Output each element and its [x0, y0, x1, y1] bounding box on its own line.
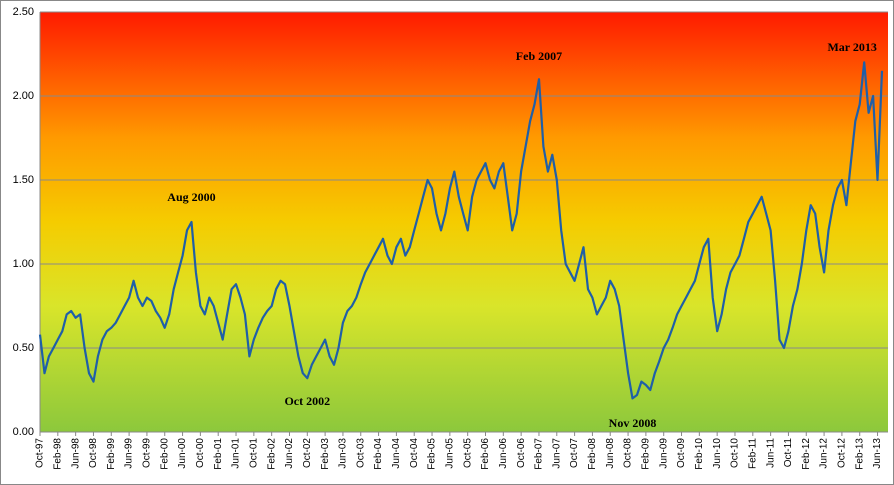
x-tick-label: Feb-01 [213, 438, 224, 470]
x-tick-label: Feb-03 [320, 438, 331, 470]
x-tick-label: Oct-04 [409, 438, 420, 468]
x-tick-label: Jun-03 [338, 438, 349, 469]
y-tick-label: 1.50 [13, 174, 34, 186]
x-tick-label: Oct-98 [88, 438, 99, 468]
x-tick-label: Feb-13 [854, 438, 865, 470]
x-tick-label: Oct-07 [569, 438, 580, 468]
y-tick-label: 2.50 [13, 6, 34, 18]
x-tick-label: Feb-06 [480, 438, 491, 470]
x-tick-label: Jun-02 [284, 438, 295, 469]
y-tick-label: 0.50 [13, 342, 34, 354]
x-tick-label: Jun-12 [819, 438, 830, 469]
x-tick-label: Feb-07 [534, 438, 545, 470]
x-tick-label: Oct-09 [676, 438, 687, 468]
x-tick-label: Feb-02 [266, 438, 277, 470]
x-tick-label: Feb-09 [641, 438, 652, 470]
plot-area [40, 12, 888, 432]
y-tick-label: 1.00 [13, 258, 34, 270]
annotation: Oct 2002 [284, 394, 330, 408]
x-tick-label: Oct-02 [302, 438, 313, 468]
x-tick-label: Oct-08 [623, 438, 634, 468]
x-tick-label: Jun-07 [551, 438, 562, 469]
annotation: Feb 2007 [516, 49, 562, 63]
x-tick-label: Jun-04 [391, 438, 402, 469]
x-tick-label: Feb-10 [694, 438, 705, 470]
x-tick-label: Feb-99 [106, 438, 117, 470]
x-tick-label: Oct-99 [142, 438, 153, 468]
x-tick-label: Feb-00 [159, 438, 170, 470]
x-tick-label: Jun-01 [231, 438, 242, 469]
x-tick-label: Jun-09 [658, 438, 669, 469]
x-tick-label: Oct-10 [730, 438, 741, 468]
x-tick-label: Jun-00 [177, 438, 188, 469]
x-tick-label: Oct-11 [783, 438, 794, 468]
x-tick-label: Feb-12 [801, 438, 812, 470]
y-tick-label: 2.00 [13, 90, 34, 102]
x-tick-label: Jun-05 [445, 438, 456, 469]
x-tick-label: Oct-03 [355, 438, 366, 468]
x-tick-label: Feb-11 [747, 438, 758, 469]
x-tick-label: Feb-04 [373, 438, 384, 470]
annotation: Mar 2013 [827, 40, 876, 54]
series-line [38, 61, 884, 400]
x-tick-label: Oct-01 [248, 438, 259, 468]
x-tick-label: Jun-13 [872, 438, 883, 469]
x-tick-label: Oct-97 [35, 438, 46, 468]
x-tick-label: Jun-98 [70, 438, 81, 469]
x-tick-label: Feb-08 [587, 438, 598, 470]
x-tick-label: Oct-05 [462, 438, 473, 468]
annotation: Nov 2008 [609, 416, 657, 430]
y-tick-label: 0.00 [13, 426, 34, 438]
annotation: Aug 2000 [167, 190, 215, 204]
x-tick-label: Oct-00 [195, 438, 206, 468]
x-tick-label: Oct-12 [837, 438, 848, 468]
x-tick-label: Feb-98 [52, 438, 63, 470]
x-tick-label: Jun-08 [605, 438, 616, 469]
x-tick-label: Jun-99 [124, 438, 135, 469]
x-tick-label: Oct-06 [516, 438, 527, 468]
x-tick-label: Jun-06 [498, 438, 509, 469]
x-tick-label: Jun-11 [765, 438, 776, 468]
x-tick-label: Feb-05 [427, 438, 438, 470]
x-tick-label: Jun-10 [712, 438, 723, 469]
